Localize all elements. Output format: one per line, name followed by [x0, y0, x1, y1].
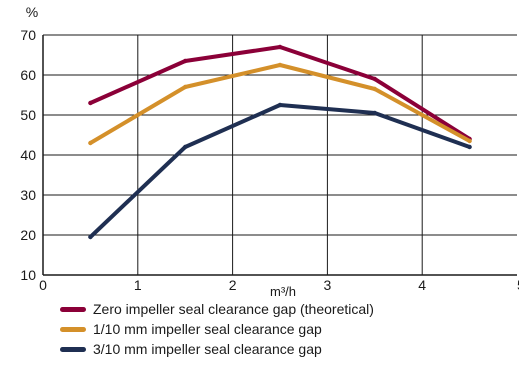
series-zero-gap-point	[372, 76, 377, 82]
y-tick-label: 60	[20, 67, 36, 83]
series-1-10-mm-point	[372, 86, 377, 92]
x-tick-label: 3	[324, 277, 332, 293]
legend: Zero impeller seal clearance gap (theore…	[60, 299, 374, 359]
y-tick-label: 50	[20, 107, 36, 123]
series-group	[88, 44, 472, 240]
legend-item-3-10-mm: 3/10 mm impeller seal clearance gap	[60, 339, 374, 359]
x-tick-label: 2	[229, 277, 237, 293]
series-zero-gap-point	[88, 100, 93, 106]
y-tick-label: 40	[20, 147, 36, 163]
x-tick-label: 5	[517, 277, 519, 293]
x-axis-label: m³/h	[270, 284, 296, 299]
grid	[43, 34, 517, 275]
legend-item-1-10-mm: 1/10 mm impeller seal clearance gap	[60, 319, 374, 339]
series-3-10-mm-point	[183, 144, 188, 150]
series-1-10-mm-point	[88, 140, 93, 146]
y-tick-label: 70	[20, 27, 36, 43]
y-tick-label: 30	[20, 187, 36, 203]
legend-item-zero-gap: Zero impeller seal clearance gap (theore…	[60, 299, 374, 319]
legend-label-1-10-mm: 1/10 mm impeller seal clearance gap	[93, 321, 322, 337]
series-3-10-mm-point	[467, 144, 472, 150]
legend-swatch-1-10-mm	[60, 326, 86, 332]
series-1-10-mm-point	[277, 62, 283, 68]
tick-labels: 10 20 30 40 50 60 70 0 1 2 3 4 5	[20, 27, 519, 293]
series-zero-gap-point	[183, 58, 188, 64]
series-3-10-mm-point	[277, 102, 283, 108]
series-1-10-mm-point	[467, 138, 472, 144]
series-3-10-mm-point	[372, 110, 377, 116]
legend-swatch-zero-gap	[60, 306, 86, 312]
series-3-10-mm-line	[88, 103, 472, 239]
y-axis-label: %	[26, 4, 38, 20]
x-tick-label: 1	[134, 277, 142, 293]
legend-label-zero-gap: Zero impeller seal clearance gap (theore…	[93, 301, 374, 317]
series-1-10-mm-point	[183, 84, 188, 90]
series-zero-gap-point	[277, 44, 283, 50]
y-tick-label: 20	[20, 227, 36, 243]
x-tick-label: 4	[418, 277, 426, 293]
x-tick-label: 0	[39, 277, 47, 293]
y-tick-label: 10	[20, 267, 36, 283]
legend-label-3-10-mm: 3/10 mm impeller seal clearance gap	[93, 341, 322, 357]
series-3-10-mm-point	[88, 234, 93, 240]
axes	[42, 35, 517, 276]
legend-swatch-3-10-mm	[60, 346, 86, 352]
